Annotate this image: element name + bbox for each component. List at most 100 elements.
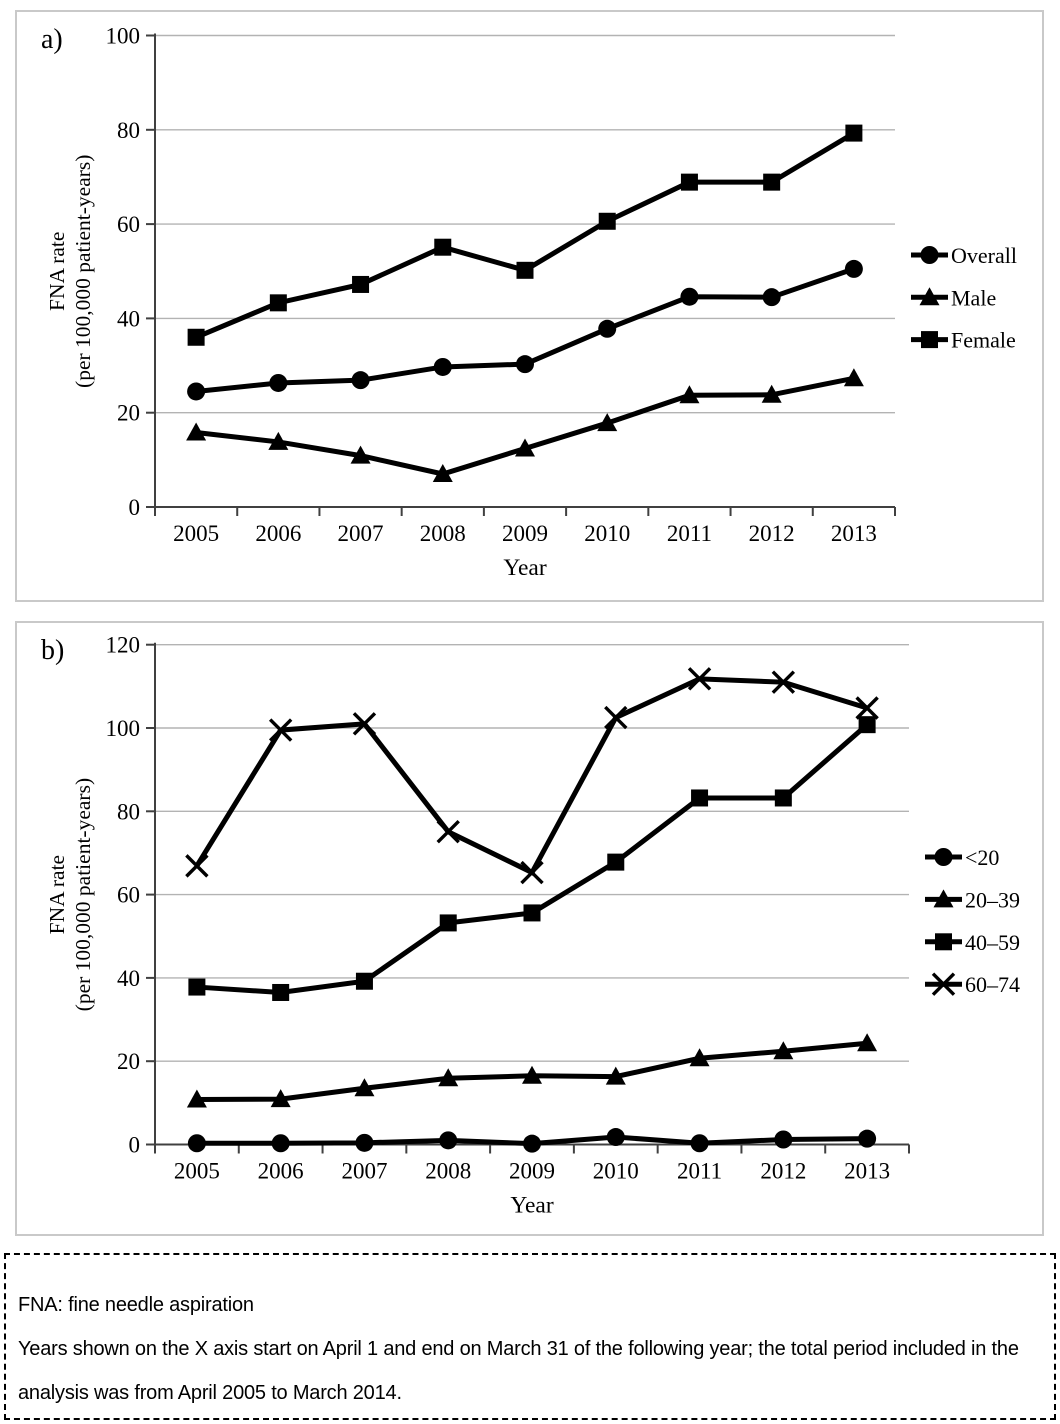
y-axis-title-line1: FNA rate [45,855,69,934]
y-tick-label: 20 [117,1049,140,1074]
legend-item: 40–59 [925,930,1020,955]
x-tick-label: 2006 [258,1159,304,1184]
panel-label-a: a) [41,24,63,55]
panel-label-b: b) [41,635,65,666]
figure-panel-b: b) 0 20 40 60 80 100 120 2005 2006 2007 2008 2009 20… [15,621,1044,1236]
x-tick-label: 2008 [420,521,466,546]
x-axis-title: Year [503,555,546,581]
x-tick-label: 2012 [749,521,795,546]
data-point-circle-marker [351,371,370,390]
legend-item-label: 40–59 [965,930,1020,955]
data-point-triangle-marker [186,1089,207,1108]
y-tick-label: 40 [117,966,140,991]
legend-item: 20–39 [925,887,1020,912]
data-point-circle-marker [439,1131,458,1150]
y-tick-label: 80 [117,799,140,824]
data-point-circle-marker [680,287,699,306]
legend-item-label: 20–39 [965,887,1020,912]
y-tick-label: 120 [106,633,141,658]
legend-item-label: 60–74 [965,972,1020,997]
data-point-square-marker [691,789,709,807]
y-tick-label: 60 [117,212,140,237]
data-point-circle-marker [598,319,617,338]
x-tick-label: 2005 [173,521,219,546]
data-point-triangle-marker [515,438,535,457]
data-point-square-marker [598,212,616,230]
data-point-triangle-marker [689,1048,710,1067]
data-point-circle-marker [355,1133,374,1152]
data-point-circle-marker [844,259,863,278]
data-point-triangle-marker [857,1033,878,1052]
data-point-square-marker [439,914,457,932]
data-point-circle-marker [774,1130,793,1149]
x-tick-label: 2012 [760,1159,806,1184]
data-point-triangle-marker [268,431,289,450]
legend-triangle-marker [933,889,954,908]
x-tick-label: 2013 [844,1159,890,1184]
data-point-square-marker [355,972,373,990]
data-point-square-marker [272,983,290,1001]
data-point-square-marker [434,238,452,256]
series-line-male [195,375,855,477]
data-point-triangle-marker [432,463,453,482]
data-point-triangle-marker [350,445,371,464]
legend-circle-marker [934,848,953,866]
data-point-triangle-marker [843,368,864,387]
x-tick-label: 2010 [584,521,630,546]
y-tick-label: 60 [117,883,140,908]
data-point-triangle-marker [761,384,782,403]
y-tick-label: 0 [129,1133,141,1158]
data-point-circle-marker [606,1128,625,1147]
legend-item: Overall [911,243,1017,268]
figure-panel-a: a) 0 20 40 60 80 100 2005 2006 2007 2008 2009 2010 2… [15,10,1044,602]
data-point-square-marker [774,789,792,807]
legend-item-label: Female [951,328,1016,353]
data-point-triangle-marker [679,385,700,404]
data-point-triangle-marker [186,422,207,441]
y-tick-label: 100 [106,24,141,49]
data-point-circle-marker [187,1134,206,1153]
data-point-circle-marker [858,1129,877,1148]
data-point-circle-marker [516,355,534,374]
data-point-circle-marker [269,373,288,392]
data-point-x-marker [352,712,377,736]
x-tick-label: 2007 [338,521,384,546]
footnote-abbreviation: FNA: fine needle aspiration [18,1294,254,1316]
y-axis-title-line2: (per 100,000 patient-years) [71,155,95,388]
y-tick-label: 40 [117,306,140,331]
data-point-x-marker [268,718,293,742]
data-point-x-marker [520,860,544,885]
data-point-square-marker [523,904,541,922]
data-point-triangle-marker [773,1041,794,1060]
data-point-circle-marker [690,1134,709,1153]
data-point-x-marker [604,705,628,730]
x-tick-label: 2008 [425,1159,471,1184]
footnote-period-note: Years shown on the X axis start on April… [18,1338,1019,1404]
series-line-40-59 [196,722,869,995]
data-point-square-marker [607,853,625,871]
data-point-square-marker [188,978,206,996]
x-tick-label: 2011 [677,1159,722,1184]
legend-item-label: <20 [965,845,999,870]
x-tick-label: 2010 [593,1159,639,1184]
footnote-box: FNA: fine needle aspiration Years shown … [4,1253,1056,1420]
y-tick-label: 80 [117,118,140,143]
legend-circle-marker [920,246,939,264]
x-tick-label: 2006 [255,521,301,546]
data-point-circle-marker [762,288,781,307]
data-point-triangle-marker [438,1068,459,1087]
series-line-60-74 [194,676,868,876]
legend-item: Female [911,328,1016,353]
data-point-x-marker [687,667,712,691]
legend-item: 60–74 [925,972,1020,997]
legend-x-marker [931,972,956,996]
legend-item-label: Overall [951,243,1017,268]
y-tick-label: 0 [129,495,141,520]
y-axis-title-line1: FNA rate [45,232,69,311]
data-point-circle-marker [187,382,206,401]
x-tick-label: 2009 [509,1159,555,1184]
data-point-triangle-marker [522,1065,542,1084]
data-point-square-marker [516,261,534,279]
chart-b-canvas: 0 20 40 60 80 100 120 2005 2006 2007 2008 2009 2010 2… [45,633,1020,1219]
data-point-x-marker [436,820,460,844]
